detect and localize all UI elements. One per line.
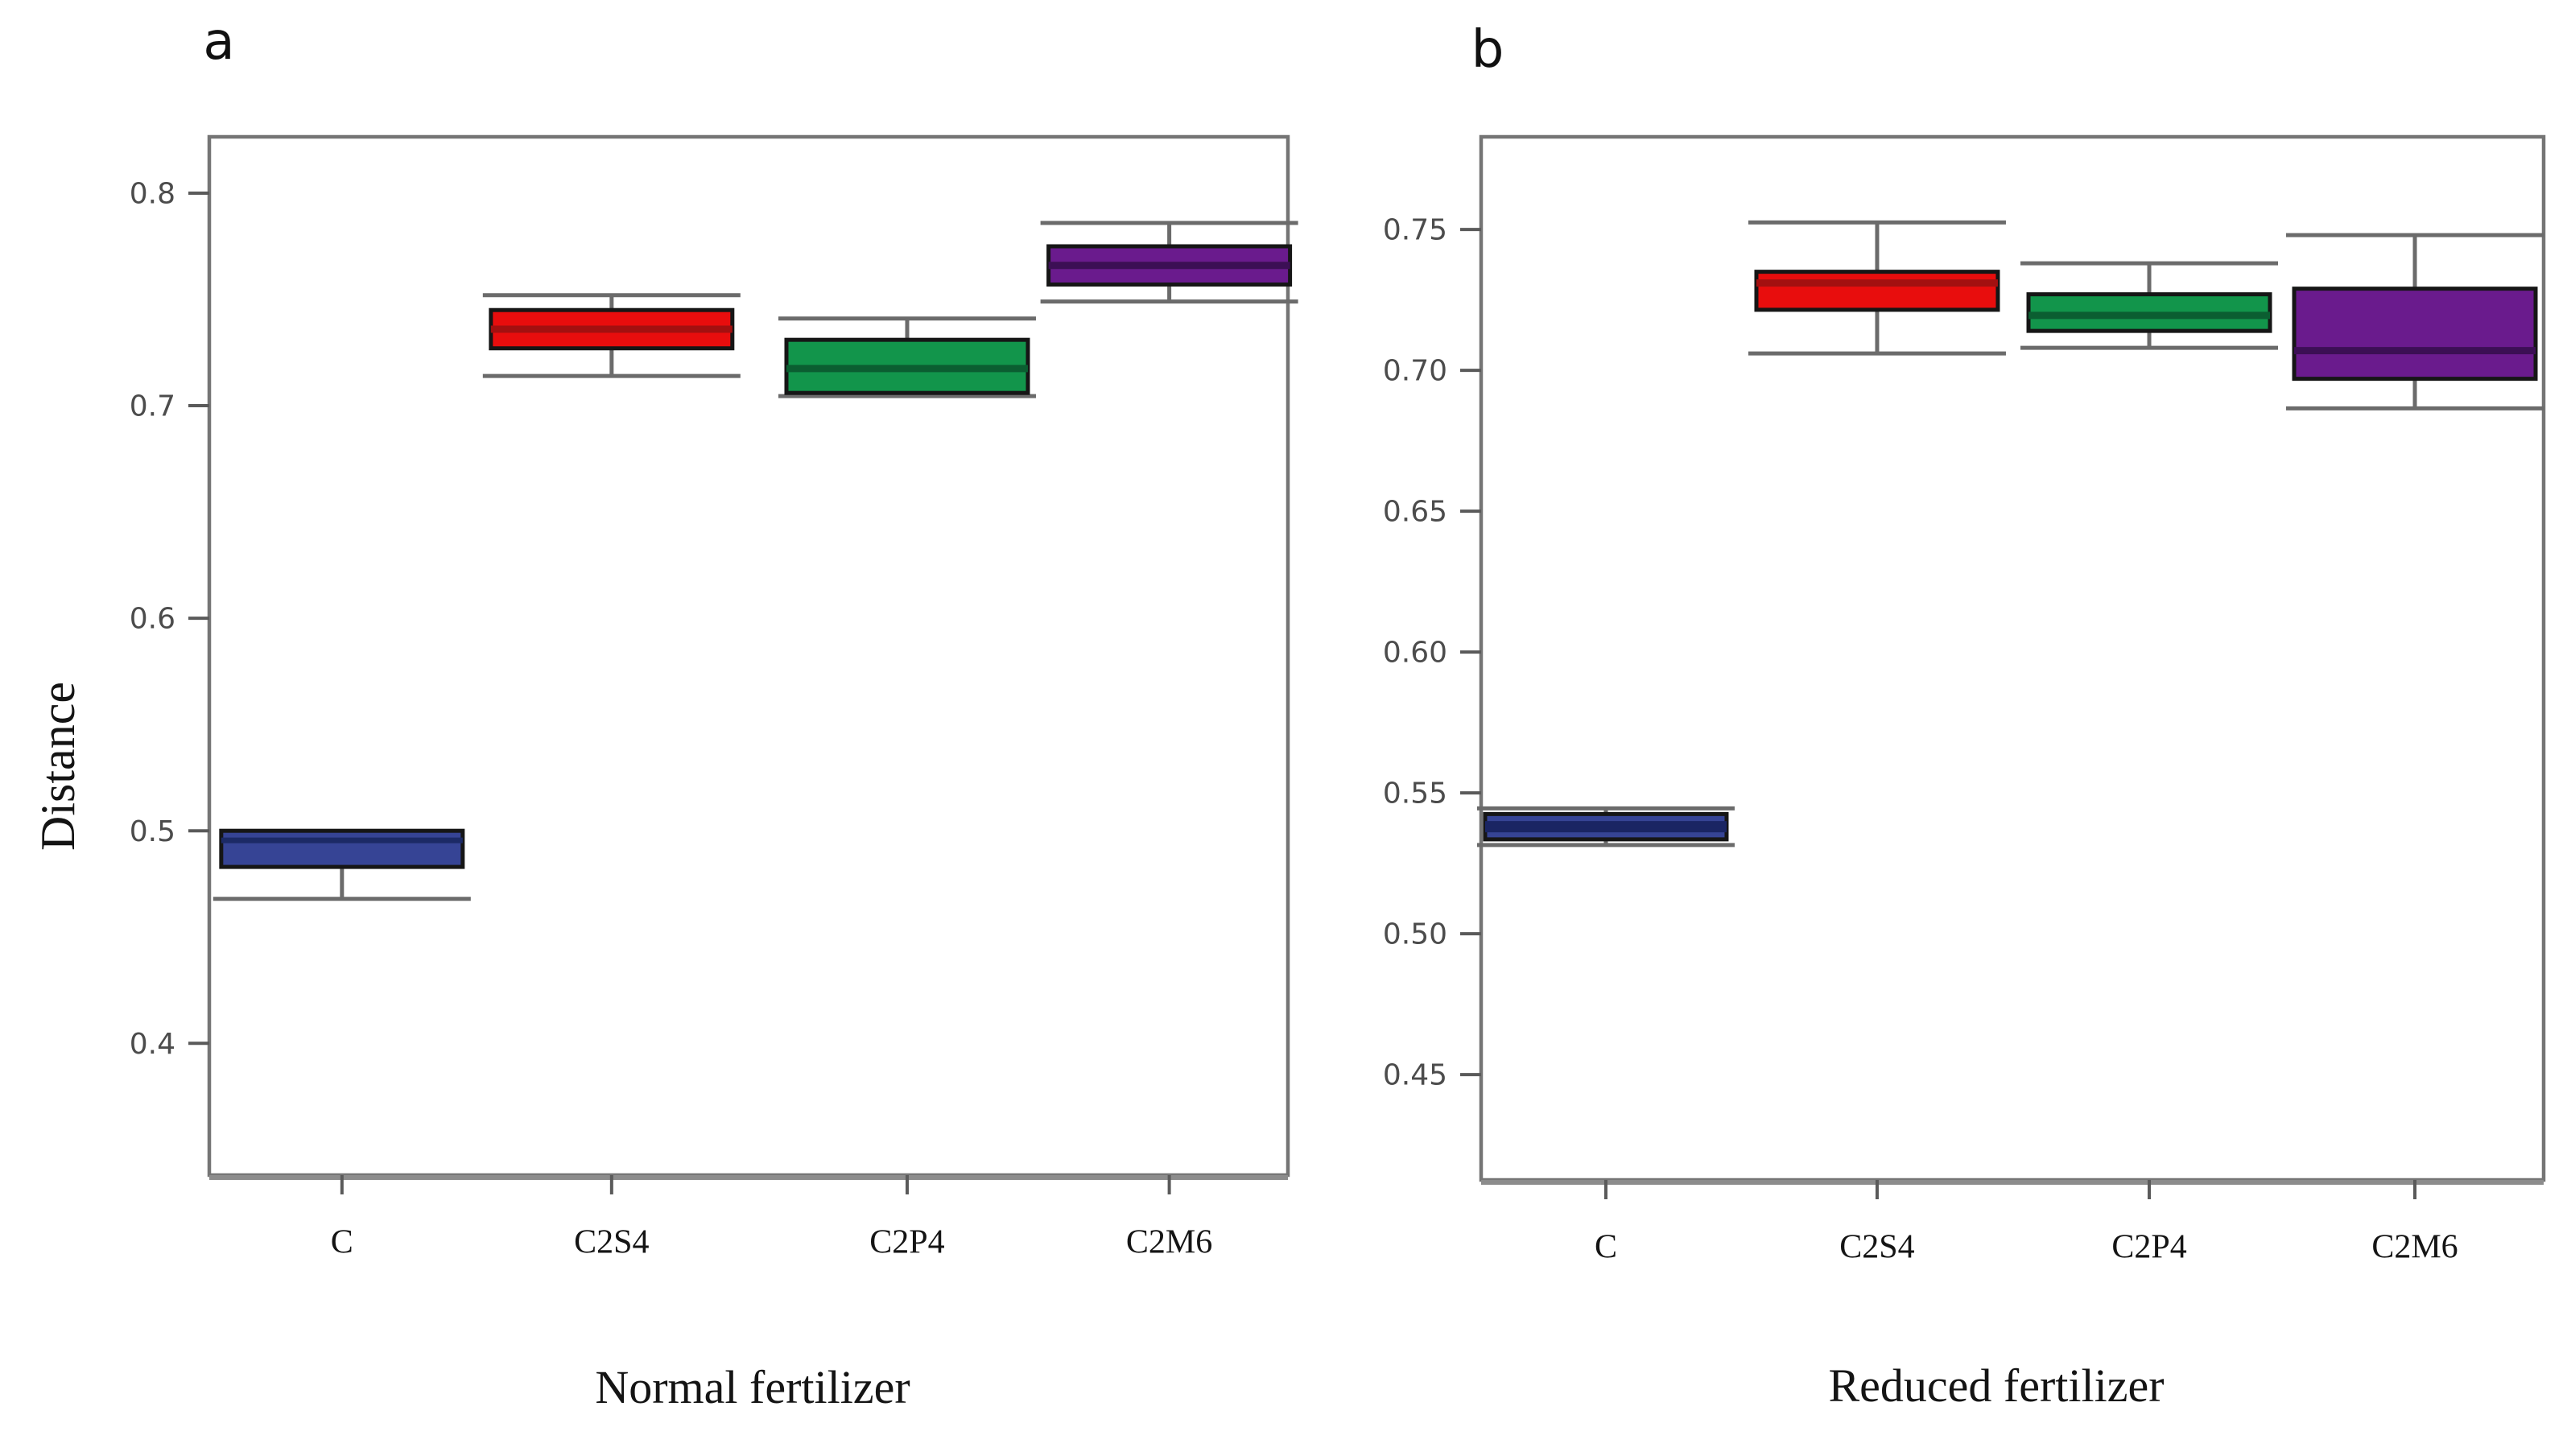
panel-b-x-axis-title: Reduced fertilizer [1828, 1359, 2165, 1412]
xcat-label-b-C: C [1595, 1229, 1617, 1266]
ytick-label-b: 0.70 [1383, 355, 1447, 388]
xcat-label-a-C2P4: C2P4 [869, 1224, 944, 1261]
xcat-label-b-C2M6: C2M6 [2371, 1229, 2458, 1266]
box-b-C2M6 [2292, 287, 2538, 382]
ytick-label-a: 0.6 [130, 603, 175, 636]
box-b-C2S4 [1754, 270, 2000, 312]
panel-a-tag: a [203, 12, 235, 72]
plot-border-a [207, 134, 1290, 1178]
xcat-label-b-C2S4: C2S4 [1839, 1229, 1914, 1266]
ytick-label-b: 0.75 [1383, 214, 1447, 247]
ytick-label-b: 0.45 [1383, 1059, 1447, 1092]
xcat-label-a-C: C [331, 1224, 353, 1261]
xcat-label-a-C2M6: C2M6 [1126, 1224, 1212, 1261]
panel-b-tag: b [1471, 20, 1504, 80]
panel-a-x-axis-title: Normal fertilizer [595, 1361, 910, 1413]
ytick-label-b: 0.65 [1383, 496, 1447, 529]
ytick-label-b: 0.55 [1383, 777, 1447, 810]
xcat-label-b-C2P4: C2P4 [2111, 1229, 2186, 1266]
ytick-label-a: 0.7 [130, 390, 175, 423]
ytick-label-a: 0.8 [130, 178, 175, 211]
ytick-label-a: 0.5 [130, 815, 175, 848]
ytick-label-b: 0.50 [1383, 918, 1447, 951]
ytick-label-a: 0.4 [130, 1028, 175, 1061]
box-a-C [219, 828, 465, 869]
xcat-label-a-C2S4: C2S4 [574, 1224, 649, 1261]
ytick-label-b: 0.60 [1383, 637, 1447, 670]
